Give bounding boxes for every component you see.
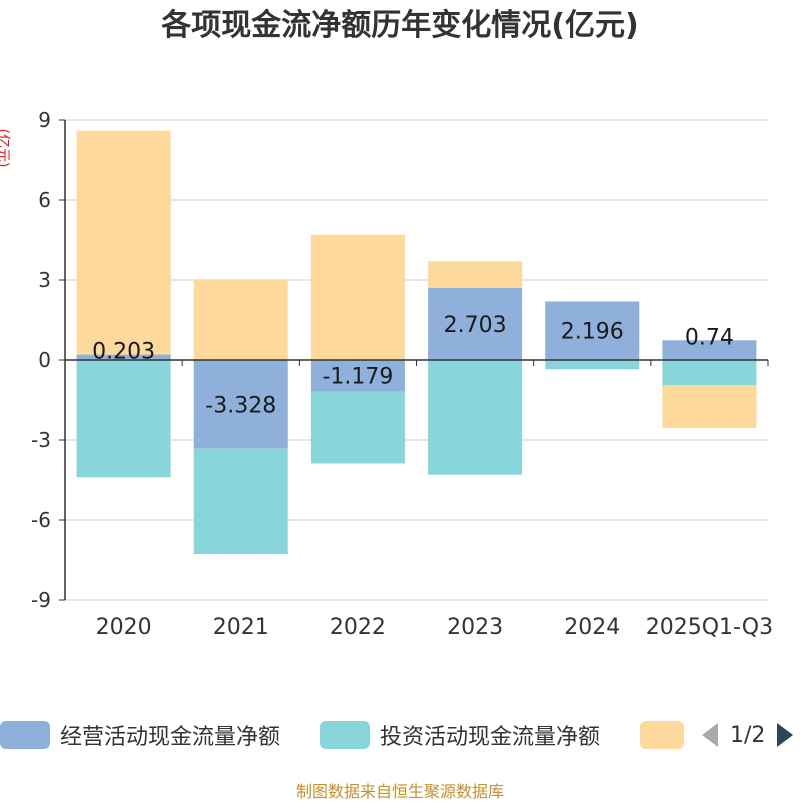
data-source-footer: 制图数据来自恒生聚源数据库 [295,782,504,801]
y-tick-label: -3 [31,428,51,452]
y-tick-label: 0 [38,348,51,372]
legend-swatch-financing [640,721,684,749]
data-label-operating: 2.196 [561,320,624,345]
legend-page-indicator: 1/2 [730,722,766,748]
legend-item-financing[interactable] [640,715,694,755]
bar-operating-2021 [193,360,288,449]
legend-label-investing: 投资活动现金流量净额 [380,725,601,750]
data-label-operating: -1.179 [322,365,393,390]
legend-swatch-investing [320,721,370,749]
chart-title: 各项现金流净额历年变化情况(亿元) [161,8,639,43]
y-tick-label: -9 [31,588,51,612]
bar-operating-2024 [545,301,640,360]
data-label-operating: 0.203 [92,340,155,365]
bar-operating-2025Q1-Q3 [662,340,757,360]
x-category-label: 2021 [213,615,269,640]
legend-prev-icon[interactable] [700,721,720,749]
bar-investing-2025Q1-Q3 [662,360,757,386]
legend: 经营活动现金流量净额 投资活动现金流量净额 1/2 [0,715,800,755]
bar-investing-2024 [545,360,640,370]
x-category-label: 2022 [330,615,386,640]
bar-financing-2020 [76,130,171,355]
data-label-operating: 0.74 [685,325,734,350]
legend-item-operating[interactable]: 经营活动现金流量净额 [0,715,280,755]
x-category-label: 2025Q1-Q3 [646,615,773,640]
legend-item-investing[interactable]: 投资活动现金流量净额 [320,715,600,755]
x-category-label: 2024 [564,615,620,640]
legend-swatch-operating [0,721,50,749]
bar-financing-2023 [428,261,523,288]
bar-investing-2021 [193,448,288,555]
data-label-operating: 2.703 [444,313,507,338]
data-label-operating: -3.328 [205,393,276,418]
bar-financing-2021 [193,280,288,360]
legend-label-operating: 经营活动现金流量净额 [60,725,281,750]
bar-financing-2025Q1-Q3 [662,385,757,428]
bar-investing-2020 [76,360,171,478]
bar-investing-2023 [428,360,523,475]
bar-operating-2022 [310,360,405,392]
bar-investing-2022 [310,391,405,464]
x-category-label: 2020 [96,615,152,640]
y-tick-label: 6 [38,188,51,212]
bar-operating-2023 [428,287,523,360]
legend-next-icon[interactable] [775,721,795,749]
cash-flow-chart: 9 6 3 0 -3 -6 -9 0.203 -3.328 -1.179 2.703 2.196 0.7… [31,108,773,640]
bar-financing-2022 [310,234,405,360]
legend-pager: 1/2 [700,715,795,755]
x-category-label: 2023 [447,615,503,640]
y-tick-label: 9 [38,108,51,132]
y-tick-label: -6 [31,508,51,532]
bar-operating-2020 [76,354,171,360]
y-tick-label: 3 [38,268,51,292]
